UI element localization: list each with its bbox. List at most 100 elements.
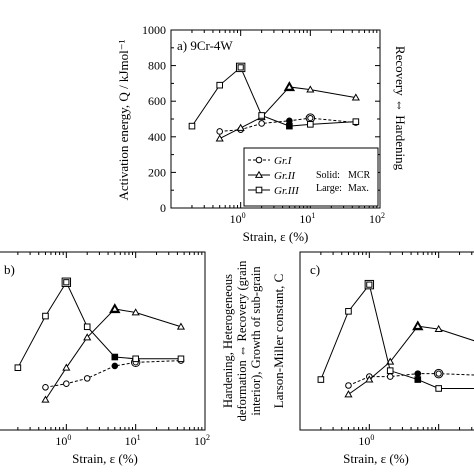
y-axis-label: Activation energy, Q / kJmol⁻¹: [116, 39, 131, 200]
series-griii: [14, 277, 185, 371]
data-point-inner: [435, 370, 442, 377]
panel-title: c): [310, 262, 320, 277]
x-tick-label: 101: [299, 211, 315, 226]
series-grii: [215, 81, 360, 142]
data-point: [345, 382, 352, 389]
data-point: [132, 355, 139, 363]
data-point: [258, 120, 265, 127]
y-tick-label: 1000: [142, 23, 166, 37]
data-point: [365, 375, 374, 383]
data-point: [345, 308, 352, 315]
data-point: [317, 376, 325, 383]
data-point: [344, 390, 353, 398]
data-point: [83, 375, 91, 382]
plot-frame: [299, 251, 474, 431]
data-point: [414, 370, 422, 377]
data-point: [42, 383, 49, 391]
legend-label: Gr.II: [274, 170, 296, 182]
y-tick-label: 0: [160, 201, 166, 215]
legend-marker: [255, 156, 263, 164]
legend-note: MCR: [348, 170, 371, 181]
data-point: [42, 312, 49, 320]
legend-note: Large:: [316, 183, 342, 194]
series-line: [45, 308, 182, 401]
data-point: [386, 373, 394, 380]
data-point: [306, 85, 315, 93]
data-point: [286, 122, 293, 130]
data-point-inner: [63, 279, 70, 286]
data-point: [351, 93, 360, 101]
x-tick-label: 100: [230, 211, 246, 226]
data-point: [216, 81, 223, 89]
legend-label: Gr.I: [274, 155, 293, 167]
y-axis-label-line: deformation ⇔ Recovery (grain: [235, 260, 249, 421]
data-point: [14, 364, 22, 371]
data-point: [215, 134, 224, 142]
data-point: [63, 380, 70, 388]
data-point-inner: [307, 115, 314, 122]
data-point: [41, 395, 50, 403]
legend-note: Solid:: [316, 170, 340, 181]
x-tick-label: 102: [369, 211, 385, 226]
data-point: [258, 112, 265, 119]
series-line: [320, 283, 474, 389]
data-point: [176, 322, 186, 330]
panel-c: 100 Strain, ε (%) c) Larson-Miller constant…: [271, 251, 474, 466]
data-point: [386, 367, 394, 374]
x-tick-label: 100: [55, 433, 71, 448]
series-line: [191, 66, 356, 127]
data-point-inner: [366, 281, 373, 288]
data-point: [414, 376, 422, 383]
series-line: [348, 325, 474, 395]
y-tick-label: 600: [148, 94, 166, 108]
series-grii: [344, 320, 474, 398]
data-point-inner: [413, 322, 422, 329]
data-point: [131, 308, 140, 316]
data-point-inner: [237, 64, 244, 71]
legend-note: Max.: [348, 183, 369, 194]
series-griii: [317, 279, 474, 392]
data-point: [111, 362, 119, 370]
data-point: [236, 123, 245, 131]
panel-title: b): [4, 262, 15, 277]
legend-label: Gr.III: [274, 185, 300, 197]
panel-b: 100 101 102 Strain, ε (%) b) Hardening, Heter…: [0, 251, 263, 466]
data-point: [435, 385, 442, 392]
y-axis-label-line: interior), Growth of sub-grain: [249, 266, 263, 416]
legend-marker: [255, 186, 263, 194]
y-tick-label: 200: [148, 165, 166, 179]
data-point: [111, 353, 119, 361]
series-gri: [345, 368, 474, 389]
x-tick-label: 100: [358, 433, 374, 448]
x-axis-label: Strain, ε (%): [243, 229, 309, 244]
data-point: [307, 121, 314, 128]
data-point: [216, 128, 223, 135]
series-grii: [41, 303, 186, 403]
panel-a: 100 101 102 0 200 400 600 800 1000 Strain, ε (%) a…: [116, 23, 408, 244]
data-point: [352, 118, 360, 125]
series-griii: [188, 62, 360, 130]
y-tick-label: 800: [148, 59, 166, 73]
plot-frame: [0, 251, 206, 431]
data-point: [62, 363, 71, 371]
series-line: [45, 360, 181, 388]
x-tick-label: 101: [125, 433, 141, 448]
y-axis-label: Hardening, Heterogeneous deformation ⇔ Re…: [221, 260, 263, 421]
legend-marker: [254, 170, 264, 178]
data-point: [83, 333, 92, 341]
series-gri: [42, 357, 185, 391]
data-point: [434, 324, 443, 333]
series-line: [219, 86, 356, 140]
data-point-inner: [110, 304, 119, 312]
panel-title: a) 9Cr-4W: [177, 38, 233, 53]
x-axis-label: Strain, ε (%): [72, 451, 138, 466]
data-point: [286, 117, 293, 125]
y-axis-label-line: Hardening, Heterogeneous: [221, 274, 235, 408]
data-point: [188, 122, 196, 130]
x-axis-label: Strain, ε (%): [343, 451, 409, 466]
data-point: [177, 355, 185, 363]
data-point: [83, 323, 91, 331]
y-axis-label: Larson-Miller constant, C: [271, 274, 286, 409]
data-point-inner: [285, 82, 294, 90]
